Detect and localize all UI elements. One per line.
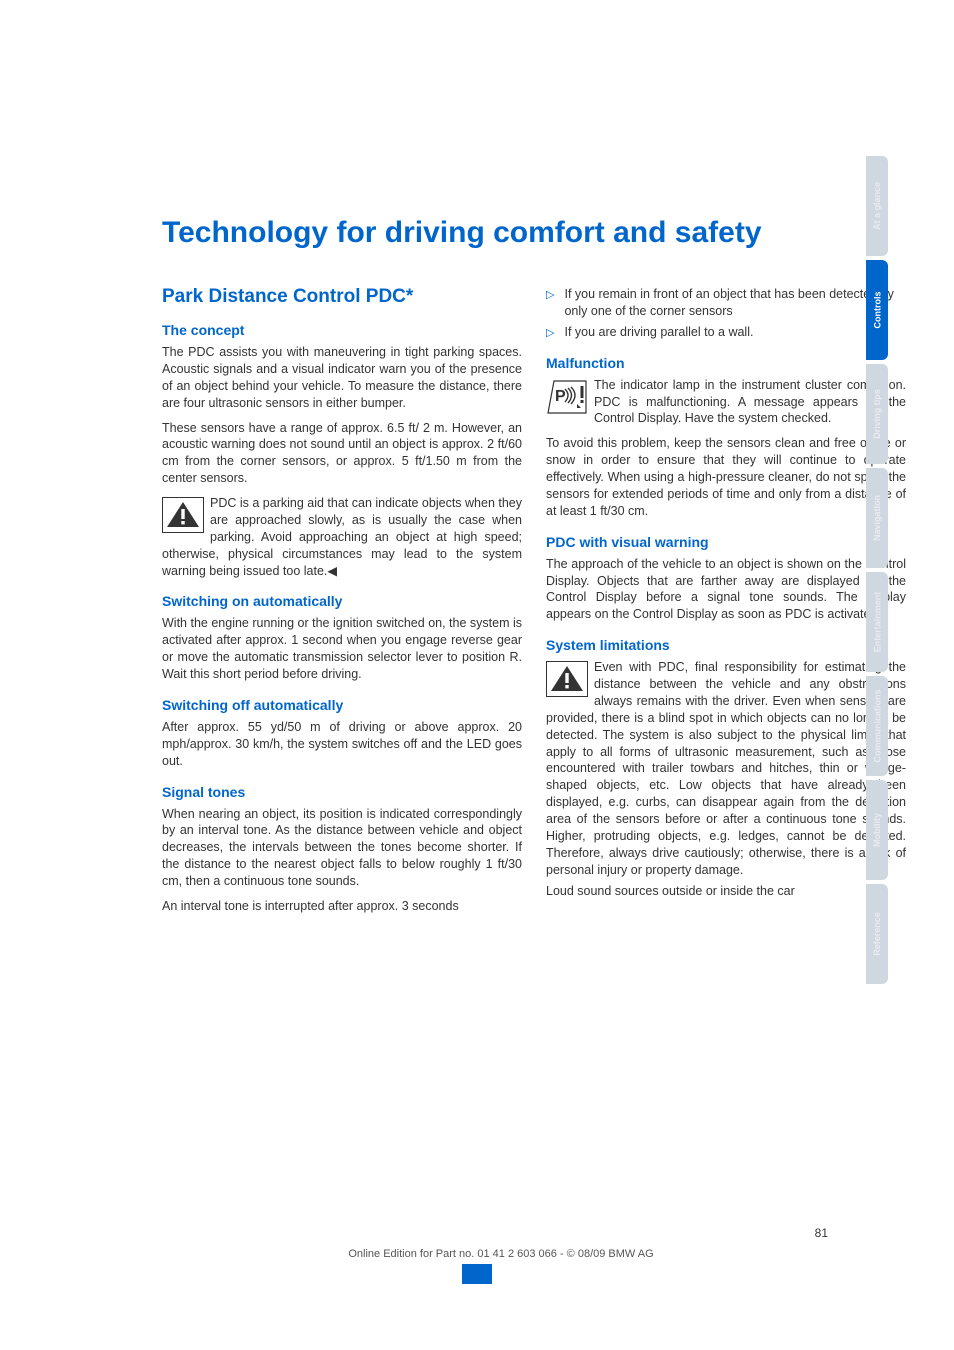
- right-column: ▷ If you remain in front of an object th…: [546, 286, 906, 923]
- bullet-list: ▷ If you remain in front of an object th…: [546, 286, 906, 341]
- footer-bar-icon: [462, 1264, 492, 1284]
- list-item: ▷ If you are driving parallel to a wall.: [546, 324, 906, 341]
- warning-triangle-icon: [162, 497, 204, 533]
- sub-heading-switch-off: Switching off automatically: [162, 697, 522, 713]
- sub-heading-concept: The concept: [162, 322, 522, 338]
- warning-text: PDC is a parking aid that can indicate o…: [162, 496, 522, 578]
- list-item: ▷ If you remain in front of an object th…: [546, 286, 906, 320]
- triangle-bullet-icon: ▷: [546, 326, 554, 341]
- side-tabs: At a glance Controls Driving tips Naviga…: [866, 156, 888, 984]
- indicator-paragraph: P The indicator lamp in the instrument c…: [546, 377, 906, 428]
- body-text: These sensors have a range of approx. 6.…: [162, 420, 522, 488]
- pdc-indicator-icon: P: [546, 379, 588, 415]
- tab-at-a-glance[interactable]: At a glance: [866, 156, 888, 256]
- body-text: To avoid this problem, keep the sensors …: [546, 435, 906, 519]
- footer-text: Online Edition for Part no. 01 41 2 603 …: [162, 1248, 840, 1260]
- tab-navigation[interactable]: Navigation: [866, 468, 888, 568]
- indicator-text: The indicator lamp in the instrument clu…: [594, 378, 906, 426]
- sub-heading-limits: System limitations: [546, 637, 906, 653]
- body-text: Loud sound sources outside or inside the…: [546, 883, 906, 900]
- warning-text: Even with PDC, final responsibility for …: [546, 660, 906, 877]
- list-item-text: If you remain in front of an object that…: [564, 286, 906, 320]
- warning-paragraph: PDC is a parking aid that can indicate o…: [162, 495, 522, 579]
- sub-heading-signal: Signal tones: [162, 784, 522, 800]
- sub-heading-malfunction: Malfunction: [546, 355, 906, 371]
- tab-reference[interactable]: Reference: [866, 884, 888, 984]
- body-text: The approach of the vehicle to an object…: [546, 556, 906, 624]
- body-text: An interval tone is interrupted after ap…: [162, 898, 522, 915]
- warning-triangle-icon: [546, 661, 588, 697]
- page-number: 81: [815, 1226, 828, 1240]
- warning-paragraph: Even with PDC, final responsibility for …: [546, 659, 906, 878]
- sub-heading-switch-on: Switching on automatically: [162, 593, 522, 609]
- tab-communications[interactable]: Communications: [866, 676, 888, 776]
- page-title: Technology for driving comfort and safet…: [162, 216, 906, 250]
- list-item-text: If you are driving parallel to a wall.: [564, 324, 753, 341]
- tab-mobility[interactable]: Mobility: [866, 780, 888, 880]
- left-column: Park Distance Control PDC* The concept T…: [162, 286, 522, 923]
- body-text: After approx. 55 yd/50 m of driving or a…: [162, 719, 522, 770]
- content-columns: Park Distance Control PDC* The concept T…: [162, 286, 906, 923]
- body-text: The PDC assists you with maneuvering in …: [162, 344, 522, 412]
- tab-controls[interactable]: Controls: [866, 260, 888, 360]
- section-heading-pdc: Park Distance Control PDC*: [162, 286, 522, 308]
- triangle-bullet-icon: ▷: [546, 288, 554, 320]
- sub-heading-visual: PDC with visual warning: [546, 534, 906, 550]
- tab-entertainment[interactable]: Entertainment: [866, 572, 888, 672]
- tab-driving-tips[interactable]: Driving tips: [866, 364, 888, 464]
- body-text: With the engine running or the ignition …: [162, 615, 522, 683]
- svg-text:P: P: [555, 388, 566, 405]
- body-text: When nearing an object, its position is …: [162, 806, 522, 890]
